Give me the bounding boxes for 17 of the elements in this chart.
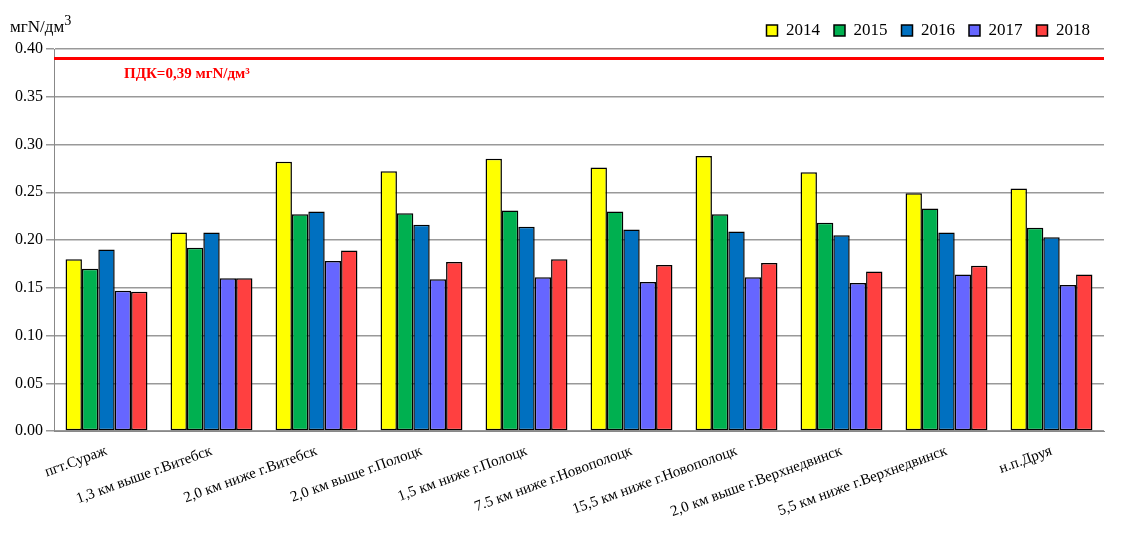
legend-label: 2017 — [988, 19, 1023, 39]
y-tick-label: 0.25 — [15, 182, 43, 200]
x-tick-label: н.п.Друя — [996, 442, 1054, 476]
y-tick-label: 0.10 — [15, 325, 43, 343]
y-tick-label: 0.40 — [15, 39, 43, 57]
legend-label: 2016 — [921, 19, 955, 39]
ref-line-label: ПДК=0,39 мгN/дм³ — [124, 64, 251, 81]
legend-label: 2014 — [786, 19, 821, 39]
y-tick-label: 0.20 — [15, 230, 43, 248]
legend-label: 2015 — [853, 19, 888, 39]
y-tick-label: 0.05 — [15, 373, 43, 391]
y-tick-label: 0.15 — [15, 278, 43, 296]
legend-label: 2018 — [1056, 19, 1090, 39]
y-axis-title: мгN/дм$^{3}$ — [10, 12, 72, 37]
y-tick-label: 0.30 — [15, 134, 43, 152]
y-tick-label: 0.00 — [15, 421, 43, 439]
y-tick-label: 0.35 — [15, 86, 43, 104]
